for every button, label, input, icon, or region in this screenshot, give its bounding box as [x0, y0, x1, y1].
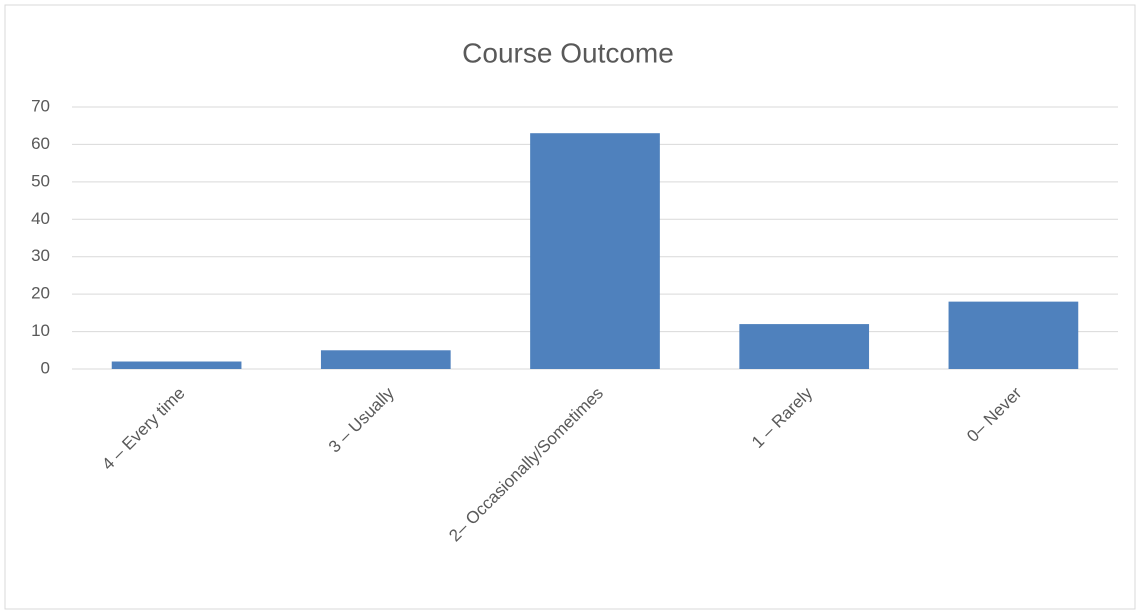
y-tick-label: 60 — [31, 134, 50, 153]
bar — [111, 361, 242, 369]
chart-title: Course Outcome — [462, 37, 674, 68]
y-tick-label: 40 — [31, 209, 50, 228]
y-tick-label: 10 — [31, 321, 50, 340]
y-tick-label: 30 — [31, 246, 50, 265]
bar — [739, 324, 870, 369]
y-tick-label: 50 — [31, 171, 50, 190]
bar — [948, 301, 1079, 369]
bar — [530, 133, 660, 369]
y-tick-label: 0 — [41, 358, 50, 377]
y-tick-label: 20 — [31, 284, 50, 303]
y-tick-label: 70 — [31, 96, 50, 115]
bar — [320, 350, 451, 369]
